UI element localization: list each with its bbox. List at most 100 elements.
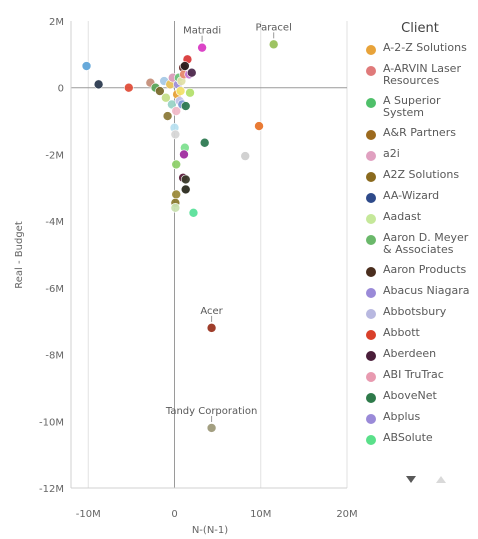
legend-item[interactable]: Aaron Products xyxy=(356,264,478,277)
data-point[interactable] xyxy=(254,121,264,131)
legend-swatch xyxy=(366,98,376,108)
legend-item[interactable]: Abplus xyxy=(356,411,478,424)
data-point[interactable] xyxy=(171,159,182,170)
legend-swatch xyxy=(366,435,376,445)
legend-item[interactable]: A2Z Solutions xyxy=(356,169,478,182)
legend-item[interactable]: ABI TruTrac xyxy=(356,369,478,382)
data-point[interactable] xyxy=(171,106,182,116)
x-axis-label: N-(N-1) xyxy=(192,525,228,536)
legend-swatch xyxy=(366,172,376,182)
legend-label: A2Z Solutions xyxy=(383,168,460,181)
legend-item[interactable]: ABSolute xyxy=(356,432,478,445)
x-tick-label: 0 xyxy=(171,509,177,520)
legend: Client A-2-Z Solutions A-ARVIN Laser Reso… xyxy=(356,18,478,488)
legend-label: ABSolute xyxy=(383,431,433,444)
legend-swatch xyxy=(366,45,376,55)
data-point[interactable] xyxy=(179,149,189,160)
x-tick-label: 20M xyxy=(336,509,357,520)
data-point[interactable] xyxy=(180,174,191,185)
legend-swatch xyxy=(366,330,376,340)
annotation-label: Acer xyxy=(200,306,223,317)
legend-swatch xyxy=(366,151,376,161)
legend-swatch xyxy=(366,267,376,277)
y-tick-label: -12M xyxy=(39,484,64,495)
legend-label: A Superior System xyxy=(383,94,441,119)
data-point[interactable] xyxy=(199,137,210,148)
data-point[interactable] xyxy=(171,189,182,200)
legend-item[interactable]: AA-Wizard xyxy=(356,190,478,203)
legend-label: Abbotsbury xyxy=(383,305,447,318)
axes: -10M 0 10M 20M 2M 0 -2M -4M -6M -8M -10M -12M xyxy=(39,17,358,520)
data-point[interactable] xyxy=(186,67,197,78)
legend-item[interactable]: Abacus Niagara xyxy=(356,285,478,298)
data-point[interactable] xyxy=(197,42,207,53)
data-point[interactable] xyxy=(180,101,191,111)
legend-label: A&R Partners xyxy=(383,126,456,139)
data-point[interactable] xyxy=(170,129,181,140)
legend-scroll-up-icon[interactable] xyxy=(436,476,446,483)
x-tick-label: 10M xyxy=(250,509,271,520)
legend-swatch xyxy=(366,235,376,245)
legend-label: Aberdeen xyxy=(383,347,437,360)
data-point[interactable] xyxy=(155,86,165,96)
legend-item[interactable]: A&R Partners xyxy=(356,127,478,140)
data-point[interactable] xyxy=(240,151,251,161)
data-point[interactable] xyxy=(162,111,173,121)
legend-label: Abbott xyxy=(383,326,420,339)
annotation-label: Tandy Corporation xyxy=(165,406,257,417)
legend-swatch xyxy=(366,66,376,76)
legend-swatch xyxy=(366,351,376,361)
legend-label: AboveNet xyxy=(383,389,437,402)
legend-swatch xyxy=(366,288,376,298)
legend-swatch xyxy=(366,414,376,424)
legend-label: Aaron Products xyxy=(383,263,467,276)
data-point[interactable] xyxy=(123,82,134,93)
data-point[interactable] xyxy=(170,203,181,213)
y-tick-label: 0 xyxy=(58,84,64,95)
y-tick-label: -8M xyxy=(45,351,64,362)
y-axis-label: Real - Budget xyxy=(14,221,25,289)
y-tick-label: -4M xyxy=(45,217,64,228)
data-point[interactable] xyxy=(180,184,191,195)
legend-title: Client xyxy=(401,21,439,36)
legend-label: AA-Wizard xyxy=(383,189,440,202)
legend-item[interactable]: Aaron D. Meyer & Associates xyxy=(356,232,478,256)
annotations: Matradi Paracel Acer Tandy Corporation xyxy=(165,22,292,422)
legend-item[interactable]: Abbott xyxy=(356,327,478,340)
data-point[interactable] xyxy=(268,39,279,50)
legend-item[interactable]: A Superior System xyxy=(356,95,478,119)
data-point[interactable] xyxy=(161,92,171,103)
annotation-label: Paracel xyxy=(255,22,291,33)
data-point[interactable] xyxy=(180,61,190,71)
data-point[interactable] xyxy=(81,61,92,71)
legend-scroll-down-icon[interactable] xyxy=(406,476,416,483)
legend-item[interactable]: Abbotsbury xyxy=(356,306,478,319)
legend-item[interactable]: AboveNet xyxy=(356,390,478,403)
data-points xyxy=(81,39,279,433)
annotation-label: Matradi xyxy=(183,26,221,37)
legend-item[interactable]: A-2-Z Solutions xyxy=(356,42,478,55)
legend-label: ABI TruTrac xyxy=(383,368,444,381)
legend-swatch xyxy=(366,393,376,403)
y-tick-label: -2M xyxy=(45,150,64,161)
data-point[interactable] xyxy=(206,423,217,433)
legend-label: Abacus Niagara xyxy=(383,284,470,297)
gridlines xyxy=(71,21,348,488)
legend-item[interactable]: a2i xyxy=(356,148,478,161)
legend-item[interactable]: Aadast xyxy=(356,211,478,224)
legend-swatch xyxy=(366,214,376,224)
legend-label: Abplus xyxy=(383,410,421,423)
data-point[interactable] xyxy=(206,323,217,333)
data-point[interactable] xyxy=(175,86,186,96)
legend-item[interactable]: A-ARVIN Laser Resources xyxy=(356,63,478,87)
legend-swatch xyxy=(366,193,376,203)
y-tick-label: -6M xyxy=(45,284,64,295)
legend-label: Aadast xyxy=(383,210,422,223)
legend-item[interactable]: Aberdeen xyxy=(356,348,478,361)
data-point[interactable] xyxy=(188,208,199,218)
legend-swatch xyxy=(366,130,376,140)
data-point[interactable] xyxy=(185,87,195,98)
legend-list[interactable]: A-2-Z Solutions A-ARVIN Laser Resources A … xyxy=(356,42,478,470)
data-point[interactable] xyxy=(93,79,104,90)
